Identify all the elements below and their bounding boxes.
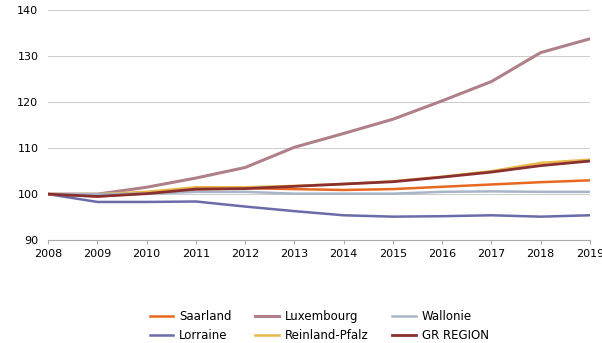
Wallonie	[537, 190, 544, 194]
Luxembourg	[439, 99, 446, 103]
Saarland	[94, 194, 101, 199]
Lorraine	[241, 204, 249, 209]
Lorraine	[45, 192, 52, 196]
Reinland-Pfalz	[586, 157, 594, 162]
Line: Luxembourg: Luxembourg	[48, 39, 590, 194]
Luxembourg	[45, 192, 52, 196]
Lorraine	[389, 215, 397, 219]
Lorraine	[586, 213, 594, 217]
GR REGION	[143, 192, 150, 196]
Luxembourg	[537, 50, 544, 55]
Luxembourg	[389, 117, 397, 121]
Wallonie	[488, 189, 495, 193]
Lorraine	[488, 213, 495, 217]
Wallonie	[439, 190, 446, 194]
Reinland-Pfalz	[340, 182, 347, 186]
Line: Saarland: Saarland	[48, 180, 590, 197]
Wallonie	[389, 192, 397, 196]
Lorraine	[439, 214, 446, 218]
GR REGION	[241, 187, 249, 191]
GR REGION	[439, 175, 446, 179]
Reinland-Pfalz	[241, 185, 249, 189]
Line: GR REGION: GR REGION	[48, 161, 590, 197]
Saarland	[340, 188, 347, 192]
Wallonie	[586, 190, 594, 194]
GR REGION	[192, 187, 199, 191]
Luxembourg	[291, 145, 298, 149]
GR REGION	[586, 159, 594, 163]
Luxembourg	[586, 37, 594, 41]
Lorraine	[291, 209, 298, 213]
GR REGION	[389, 180, 397, 184]
Saarland	[586, 178, 594, 182]
Lorraine	[192, 199, 199, 203]
GR REGION	[488, 170, 495, 174]
Luxembourg	[241, 165, 249, 169]
GR REGION	[94, 194, 101, 199]
Luxembourg	[340, 131, 347, 135]
Lorraine	[537, 215, 544, 219]
GR REGION	[340, 182, 347, 186]
Wallonie	[340, 192, 347, 196]
Reinland-Pfalz	[488, 169, 495, 173]
Saarland	[389, 187, 397, 191]
Line: Reinland-Pfalz: Reinland-Pfalz	[48, 159, 590, 194]
Lorraine	[340, 213, 347, 217]
Reinland-Pfalz	[389, 179, 397, 183]
Wallonie	[94, 192, 101, 196]
Lorraine	[143, 200, 150, 204]
Saarland	[439, 185, 446, 189]
Reinland-Pfalz	[94, 192, 101, 196]
Luxembourg	[488, 80, 495, 84]
Reinland-Pfalz	[143, 190, 150, 194]
GR REGION	[45, 192, 52, 196]
Reinland-Pfalz	[439, 175, 446, 179]
Wallonie	[45, 192, 52, 196]
Wallonie	[291, 192, 298, 196]
Saarland	[488, 182, 495, 187]
Reinland-Pfalz	[537, 161, 544, 165]
Saarland	[192, 188, 199, 192]
Legend: Saarland, Lorraine, Luxembourg, Reinland-Pfalz, Wallonie, GR REGION: Saarland, Lorraine, Luxembourg, Reinland…	[149, 310, 489, 342]
Line: Lorraine: Lorraine	[48, 194, 590, 217]
GR REGION	[537, 164, 544, 168]
GR REGION	[291, 184, 298, 188]
Wallonie	[143, 192, 150, 196]
Line: Wallonie: Wallonie	[48, 191, 590, 194]
Reinland-Pfalz	[45, 192, 52, 196]
Saarland	[291, 187, 298, 191]
Luxembourg	[143, 185, 150, 189]
Wallonie	[192, 190, 199, 194]
Reinland-Pfalz	[291, 184, 298, 188]
Reinland-Pfalz	[192, 185, 199, 189]
Luxembourg	[94, 192, 101, 196]
Saarland	[45, 192, 52, 196]
Saarland	[241, 186, 249, 190]
Wallonie	[241, 190, 249, 194]
Saarland	[143, 191, 150, 195]
Lorraine	[94, 200, 101, 204]
Saarland	[537, 180, 544, 184]
Luxembourg	[192, 176, 199, 180]
